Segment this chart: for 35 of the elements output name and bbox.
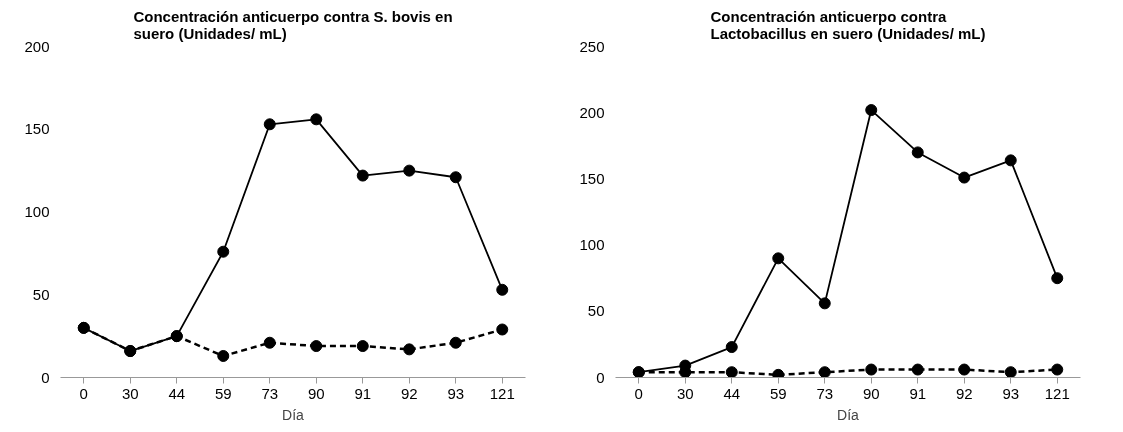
x-tick-label: 121 [489, 384, 515, 402]
x-tick-label: 91 [909, 384, 927, 402]
y-tick-label: 150 [579, 169, 605, 187]
y-tick-label: 200 [24, 37, 50, 55]
y-tick-label: 200 [579, 103, 605, 121]
x-tick-label: 91 [354, 384, 372, 402]
x-axis-title: Día [282, 406, 305, 423]
y-tick-label: 100 [24, 203, 50, 220]
x-tick-label: 44 [168, 384, 186, 402]
x-tick-label: 59 [769, 384, 787, 402]
y-tick-label: 50 [32, 285, 50, 303]
y-tick-label: 0 [596, 368, 605, 386]
x-tick-label: 90 [862, 384, 880, 402]
x-tick-label: 93 [1002, 384, 1020, 402]
x-tick-label: 0 [79, 384, 88, 402]
x-tick-label: 73 [261, 384, 279, 402]
y-tick-label: 150 [24, 120, 50, 138]
x-tick-label: 121 [1044, 384, 1070, 402]
x-tick-label: 93 [447, 384, 465, 402]
chart-title: Concentración anticuerpo contra S. bovis en suero (Unidades/ mL) [133, 7, 453, 42]
x-tick-label: 92 [400, 384, 418, 402]
x-tick-label: 30 [676, 384, 694, 402]
x-tick-label: 44 [723, 384, 741, 402]
x-tick-label: 92 [955, 384, 973, 402]
x-tick-label: 90 [307, 384, 325, 402]
y-tick-label: 0 [41, 368, 50, 386]
x-tick-label: 73 [816, 384, 834, 402]
x-axis-title: Día [837, 406, 860, 423]
chart-title: Concentración anticuerpo contra Lactobacillus en suero (Unidades/ mL) [710, 7, 986, 42]
y-tick-label: 50 [587, 302, 605, 320]
x-tick-label: 0 [634, 384, 643, 402]
y-tick-label: 250 [579, 37, 605, 55]
y-tick-label: 100 [579, 236, 605, 254]
x-tick-label: 30 [121, 384, 139, 402]
x-tick-label: 59 [214, 384, 232, 402]
